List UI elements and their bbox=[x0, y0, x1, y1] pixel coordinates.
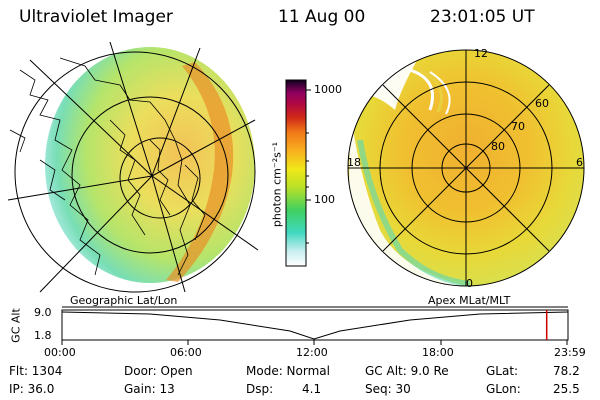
mlat-label-60: 60 bbox=[535, 97, 549, 110]
mlat-label-80: 80 bbox=[491, 140, 505, 153]
gain-value: Gain: 13 bbox=[124, 382, 175, 396]
altitude-curve bbox=[61, 311, 569, 340]
colorbar-unit-label: photon cm⁻²s⁻¹ bbox=[270, 141, 284, 228]
altitude-xtick-2359: 23:59 bbox=[554, 346, 586, 359]
altitude-ylabel: GC Alt bbox=[9, 308, 23, 343]
colorbar-tick-100: 100 bbox=[314, 193, 335, 206]
mlt-label-12: 12 bbox=[474, 47, 488, 60]
left-panel-caption: Geographic Lat/Lon bbox=[70, 294, 178, 307]
right-panel-caption: Apex MLat/MLT bbox=[428, 294, 511, 307]
altitude-xtick-0600: 06:00 bbox=[170, 346, 202, 359]
mode-value: Mode: Normal bbox=[246, 364, 330, 378]
geographic-image-panel bbox=[7, 41, 259, 293]
auroral-oval-bright bbox=[166, 62, 234, 282]
glat-value: 78.2 bbox=[553, 364, 580, 378]
ip-value: IP: 36.0 bbox=[9, 382, 55, 396]
door-status: Door: Open bbox=[124, 364, 193, 378]
gc-altitude: GC Alt: 9.0 Re bbox=[365, 364, 449, 378]
altitude-xtick-1800: 18:00 bbox=[422, 346, 454, 359]
glon-value: 25.5 bbox=[553, 382, 580, 396]
sequence-number: Seq: 30 bbox=[365, 382, 411, 396]
polar-grid bbox=[347, 49, 585, 287]
altitude-ytick-9: 9.0 bbox=[34, 306, 52, 319]
image-time: 23:01:05 UT bbox=[430, 7, 535, 27]
image-date: 11 Aug 00 bbox=[278, 7, 366, 27]
altitude-ytick-1-8: 1.8 bbox=[34, 329, 52, 342]
dsp-value: 4.1 bbox=[302, 382, 322, 396]
mlt-label-18: 18 bbox=[347, 156, 361, 169]
glat-label: GLat: bbox=[486, 364, 519, 378]
colorbar bbox=[285, 79, 307, 267]
glon-label: GLon: bbox=[486, 382, 521, 396]
altitude-plot-frame bbox=[61, 309, 569, 341]
instrument-title: Ultraviolet Imager bbox=[19, 7, 173, 27]
altitude-xtick-1200: 12:00 bbox=[296, 346, 328, 359]
dsp-label: Dsp: bbox=[246, 382, 274, 396]
altitude-xtick-0000: 00:00 bbox=[44, 346, 76, 359]
colorbar-tick-1000: 1000 bbox=[314, 83, 342, 96]
flight-number: Flt: 1304 bbox=[9, 364, 63, 378]
mlt-label-0: 0 bbox=[466, 277, 473, 290]
apex-polar-panel bbox=[347, 49, 585, 287]
coastlines-left bbox=[9, 57, 206, 276]
altitude-xticks bbox=[61, 340, 568, 345]
altitude-plot bbox=[61, 306, 569, 345]
mlt-label-6: 6 bbox=[576, 156, 583, 169]
mlat-label-70: 70 bbox=[511, 120, 525, 133]
colorbar-ticks bbox=[306, 89, 311, 244]
